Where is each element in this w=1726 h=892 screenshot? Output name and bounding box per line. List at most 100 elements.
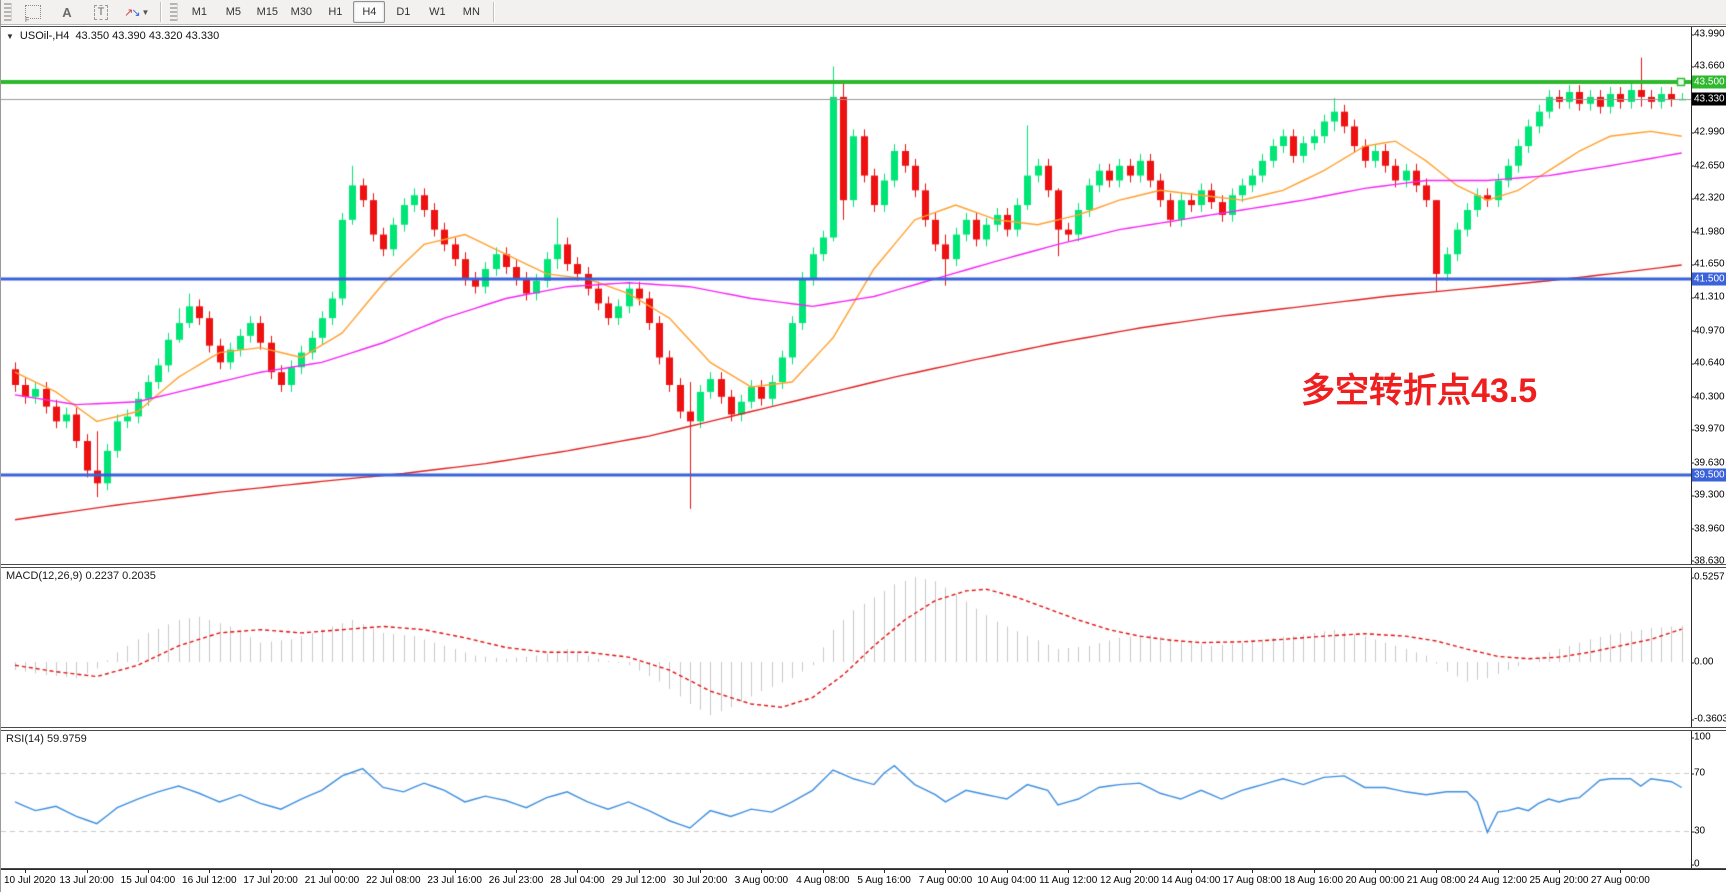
time-axis-tick xyxy=(1252,870,1253,873)
price-tick-label: 43.660 xyxy=(1691,60,1725,72)
timeframe-button-w1[interactable]: W1 xyxy=(429,6,446,18)
price-line-badge: 41.500 xyxy=(1692,272,1726,286)
timeframe-button-h1[interactable]: H1 xyxy=(328,6,343,18)
time-axis-tick xyxy=(148,870,149,873)
time-axis-tick xyxy=(1314,870,1315,873)
time-axis-label: 10 Aug 04:00 xyxy=(977,875,1037,886)
price-tick-label: 41.310 xyxy=(1691,291,1725,303)
chart-text-annotation[interactable]: 多空转折点43.5 xyxy=(1301,372,1538,410)
time-axis-label: 17 Jul 20:00 xyxy=(243,875,298,886)
time-axis-label: 21 Aug 08:00 xyxy=(1406,875,1466,886)
time-axis-tick xyxy=(1068,870,1069,873)
time-axis-label: 15 Jul 04:00 xyxy=(120,875,176,886)
time-axis-tick xyxy=(1559,870,1560,873)
rsi-canvas[interactable] xyxy=(1,731,1691,870)
time-axis-label: 23 Jul 16:00 xyxy=(427,875,482,886)
time-axis-tick xyxy=(1375,870,1376,873)
rsi-tick-label: 100 xyxy=(1691,731,1711,743)
macd-panel: MACD(12,26,9) 0.2237 0.2035 0.5257 0.00 -0… xyxy=(1,567,1726,729)
time-axis-tick xyxy=(945,870,946,873)
time-axis-label: 22 Jul 08:00 xyxy=(366,875,421,886)
time-axis-tick xyxy=(332,870,333,873)
time-axis-label: 3 Aug 00:00 xyxy=(734,875,789,886)
grid-icon xyxy=(24,5,41,24)
timeframe-button-h4[interactable]: H4 xyxy=(353,1,386,23)
price-tick-label: 39.970 xyxy=(1691,423,1725,435)
time-axis-label: 16 Jul 12:00 xyxy=(182,875,237,886)
toolbar-grip2[interactable] xyxy=(170,3,179,21)
macd-tick-label: -0.3603 xyxy=(1691,713,1726,725)
price-tick-label: 41.650 xyxy=(1691,258,1725,270)
price-tick-label: 43.990 xyxy=(1691,28,1725,40)
dropdown-caret-icon[interactable]: ▼ xyxy=(141,7,150,17)
arrows-tool-button[interactable]: ↗↘ ▼ xyxy=(119,1,154,23)
time-axis-label: 24 Aug 12:00 xyxy=(1468,875,1528,886)
grid-tool-button[interactable] xyxy=(17,1,49,24)
price-tick-label: 40.640 xyxy=(1691,357,1725,369)
price-tick-label: 39.630 xyxy=(1691,457,1725,469)
rsi-tick-label: 0 xyxy=(1691,858,1700,870)
time-axis-label: 7 Aug 00:00 xyxy=(918,875,973,886)
timeframe-button-m15[interactable]: M15 xyxy=(256,6,279,18)
label-tool-button[interactable]: T xyxy=(85,1,117,23)
price-tick-label: 38.960 xyxy=(1691,523,1725,535)
price-tick-label: 42.320 xyxy=(1691,192,1725,204)
timeframe-button-mn[interactable]: MN xyxy=(462,6,480,18)
arrows-icon: ↗↘ xyxy=(124,6,141,19)
time-axis-tick xyxy=(1620,870,1621,873)
time-axis-tick xyxy=(1007,870,1008,873)
macd-label: MACD(12,26,9) 0.2237 0.2035 xyxy=(6,570,156,582)
price-line-badge: 43.500 xyxy=(1692,75,1726,89)
time-axis-tick xyxy=(455,870,456,873)
rsi-panel: RSI(14) 59.9759 100 70 30 0 xyxy=(1,730,1726,870)
chart-ohlc-title: ▼ USOil-,H4 43.350 43.390 43.320 43.330 xyxy=(6,30,219,42)
text-tool-button[interactable]: A xyxy=(51,1,83,23)
time-axis-label: 21 Jul 00:00 xyxy=(304,875,360,886)
timeframe-button-m30[interactable]: M30 xyxy=(290,6,313,18)
time-axis-label: 12 Aug 20:00 xyxy=(1100,875,1159,886)
time-axis-label: 27 Aug 00:00 xyxy=(1590,875,1650,886)
rsi-axis[interactable]: 100 70 30 0 xyxy=(1690,731,1726,870)
time-axis-label: 17 Aug 08:00 xyxy=(1222,875,1282,886)
current-price-badge: 43.330 xyxy=(1692,92,1726,106)
time-axis-tick xyxy=(700,870,701,873)
price-chart-panel: ▼ USOil-,H4 43.350 43.390 43.320 43.330 … xyxy=(1,26,1726,567)
time-axis-label: 29 Jul 12:00 xyxy=(611,875,666,886)
toolbar: A T ↗↘ ▼ M1 M5 M15 M30 H1 H4 D1 W1 MN xyxy=(1,0,1726,25)
toolbar-separator xyxy=(160,2,162,22)
time-axis-tick xyxy=(25,870,26,873)
time-axis-tick xyxy=(87,870,88,873)
price-tick-label: 38.630 xyxy=(1691,555,1725,567)
time-axis-label: 11 Aug 12:00 xyxy=(1039,875,1098,886)
toolbar-separator2 xyxy=(493,2,495,22)
timeframe-bar: M1 M5 M15 M30 H1 H4 D1 W1 MN xyxy=(183,1,487,23)
price-axis[interactable]: 43.990 43.660 43.330 42.990 42.650 42.320 41.9… xyxy=(1691,27,1726,567)
toolbar-grip[interactable] xyxy=(4,3,12,21)
rsi-tick-label: 30 xyxy=(1690,825,1706,837)
time-axis-tick xyxy=(516,870,517,873)
time-axis-tick xyxy=(1498,870,1499,873)
time-axis-label: 13 Jul 20:00 xyxy=(59,875,114,886)
time-axis-label: 4 Aug 08:00 xyxy=(796,875,850,886)
price-tick-label: 41.980 xyxy=(1691,226,1725,238)
timeframe-button-d1[interactable]: D1 xyxy=(396,6,411,18)
price-tick-label: 42.650 xyxy=(1691,160,1725,172)
timeframe-button-m1[interactable]: M1 xyxy=(191,6,207,18)
price-tick-label: 42.990 xyxy=(1691,126,1725,138)
macd-canvas[interactable] xyxy=(1,568,1691,729)
time-axis[interactable]: 10 Jul 2020 13 Jul 20:00 15 Jul 04:00 16 Ju… xyxy=(1,869,1726,892)
time-axis-tick xyxy=(884,870,885,873)
symbol-period-label: USOil-,H4 xyxy=(19,30,70,42)
price-line-badge: 39.500 xyxy=(1692,468,1726,482)
timeframe-button-m5[interactable]: M5 xyxy=(225,6,241,18)
time-axis-tick xyxy=(209,870,210,873)
rsi-tick-label: 70 xyxy=(1690,767,1706,779)
price-chart-canvas[interactable] xyxy=(1,27,1691,566)
macd-axis[interactable]: 0.5257 0.00 -0.3603 xyxy=(1690,568,1726,727)
price-tick-label: 40.300 xyxy=(1691,391,1725,403)
rsi-label: RSI(14) 59.9759 xyxy=(6,733,87,745)
time-axis-tick xyxy=(761,870,762,873)
time-axis-label: 10 Jul 2020 xyxy=(4,875,56,886)
chart-dropdown-icon[interactable]: ▼ xyxy=(6,31,14,41)
